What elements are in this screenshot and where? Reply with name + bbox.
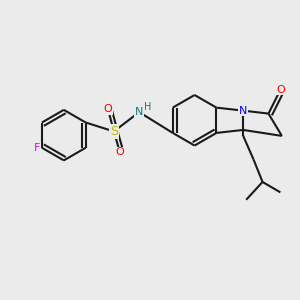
Text: O: O — [276, 85, 285, 95]
Text: O: O — [103, 104, 112, 114]
Text: N: N — [239, 106, 248, 116]
Text: H: H — [144, 102, 151, 112]
Text: N: N — [135, 107, 143, 117]
Text: O: O — [116, 147, 124, 157]
Text: S: S — [110, 125, 118, 138]
Text: F: F — [34, 143, 41, 153]
